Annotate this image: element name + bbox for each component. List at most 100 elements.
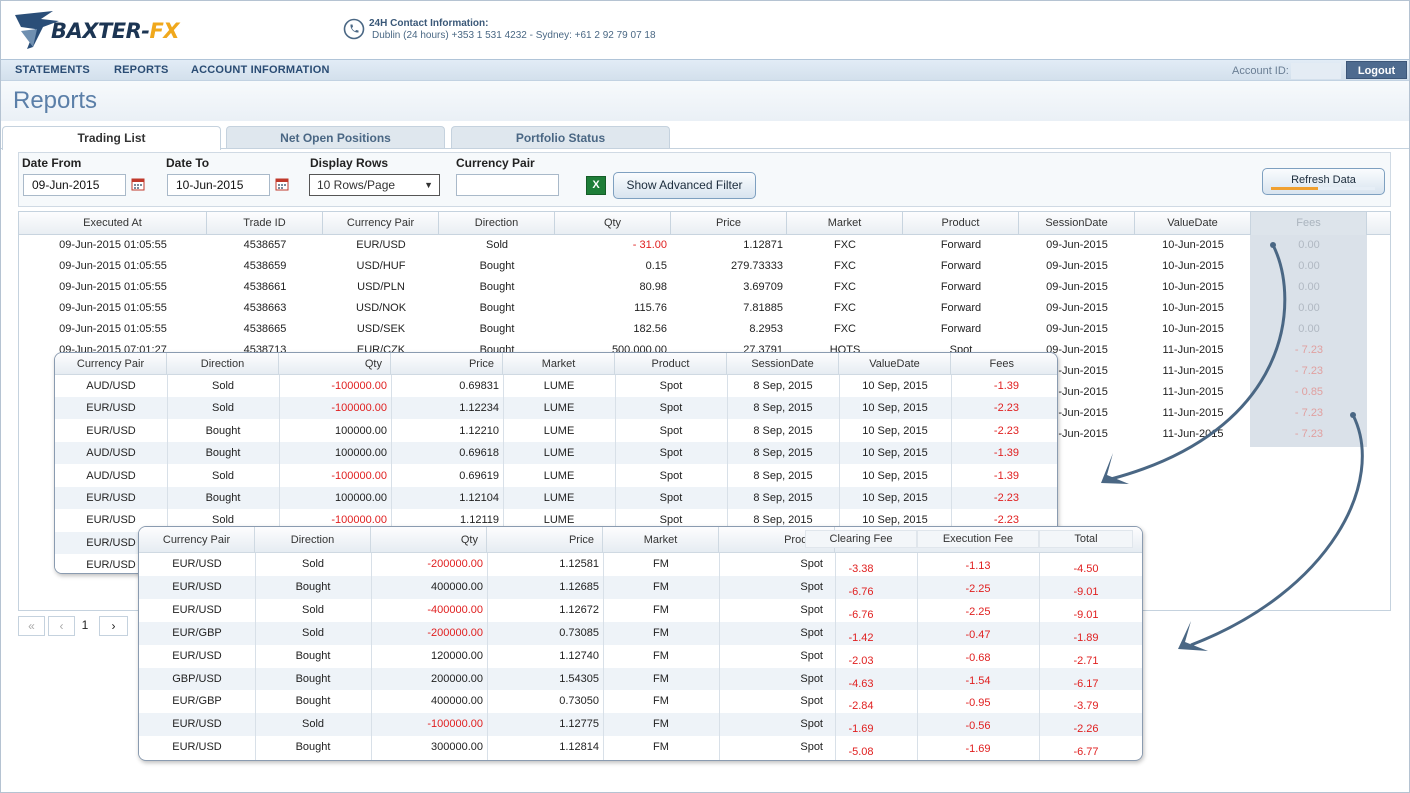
table-cell: - 7.23 xyxy=(1294,344,1324,356)
refresh-data-label: Refresh Data xyxy=(1291,174,1356,186)
table-cell: -2.26 xyxy=(1073,723,1099,736)
fees-detail-column-header[interactable]: ValueDate xyxy=(839,353,951,375)
table-cell: -1.69 xyxy=(965,743,991,756)
pager-page-number[interactable]: 1 xyxy=(81,618,89,632)
table-row[interactable]: 09-Jun-2015 01:05:55 4538665 USD/SEK Bought… xyxy=(19,319,1390,340)
display-rows-select[interactable]: 10 Rows/Page ▼ xyxy=(309,174,440,196)
table-row[interactable]: GBP/USD Bought 200000.00 1.54305 FM Spot -4.63… xyxy=(139,667,1142,691)
excel-export-icon[interactable]: X xyxy=(586,176,606,195)
currency-pair-input[interactable] xyxy=(456,174,559,196)
pager-first-button[interactable]: « xyxy=(18,616,45,636)
fees-detail-column-header[interactable]: Fees xyxy=(951,353,1057,375)
table-row[interactable]: 09-Jun-2015 01:05:55 4538663 USD/NOK Bought… xyxy=(19,298,1390,319)
table-row[interactable]: EUR/USD Sold -100000.00 1.12234 LUME Spot 8 Se… xyxy=(55,397,1057,420)
phone-icon xyxy=(343,18,365,40)
display-rows-label: Display Rows xyxy=(310,156,389,170)
table-row[interactable]: EUR/USD Bought 120000.00 1.12740 FM Spot -2.03… xyxy=(139,644,1142,668)
table-cell: 10-Jun-2015 xyxy=(1162,323,1224,335)
table-cell: 200000.00 xyxy=(431,672,483,685)
fee-breakdown-column-header[interactable]: Direction xyxy=(255,527,371,553)
date-from-input[interactable]: 09-Jun-2015 xyxy=(23,174,126,196)
trades-column-header[interactable]: Price xyxy=(671,212,787,235)
table-row[interactable]: EUR/USD Sold -100000.00 1.12119 LUME Spot 8 Se… xyxy=(55,509,1057,532)
fee-breakdown-column-header[interactable]: Qty xyxy=(371,527,487,553)
table-cell: Spot xyxy=(800,649,823,662)
trades-column-header[interactable]: Direction xyxy=(439,212,555,235)
table-row[interactable]: 09-Jun-2015 01:05:55 4538659 USD/HUF Bought… xyxy=(19,256,1390,277)
table-cell: 09-Jun-2015 xyxy=(1046,239,1108,251)
pager-prev-button[interactable]: ‹ xyxy=(48,616,75,636)
fees-detail-column-header[interactable]: SessionDate xyxy=(727,353,839,375)
fees-detail-column-header[interactable]: Qty xyxy=(279,353,391,375)
tab-portfolio-status[interactable]: Portfolio Status xyxy=(451,126,670,148)
fees-detail-column-header[interactable]: Market xyxy=(503,353,615,375)
nav-reports[interactable]: REPORTS xyxy=(114,64,169,76)
table-cell: - 7.23 xyxy=(1294,407,1324,419)
table-cell: Spot xyxy=(800,626,823,639)
table-cell: EUR/USD xyxy=(172,718,222,731)
table-cell: -9.01 xyxy=(1073,585,1099,598)
table-cell: 09-Jun-2015 xyxy=(1046,344,1108,356)
nav-statements[interactable]: STATEMENTS xyxy=(15,64,90,76)
contact-detail: Dublin (24 hours) +353 1 531 4232 - Sydn… xyxy=(372,30,656,41)
trades-column-header[interactable]: Trade ID xyxy=(207,212,323,235)
table-cell: Bought xyxy=(295,649,331,662)
table-cell: 4538661 xyxy=(243,281,287,293)
table-cell: Sold xyxy=(301,558,325,570)
table-row[interactable]: EUR/USD Bought 100000.00 1.12210 LUME Spot 8 S… xyxy=(55,419,1057,442)
fee-breakdown-column-header[interactable]: Market xyxy=(603,527,719,553)
refresh-data-button[interactable]: Refresh Data xyxy=(1262,168,1385,195)
trades-column-header[interactable]: ValueDate xyxy=(1135,212,1251,235)
table-cell: Spot xyxy=(659,402,683,415)
fees-detail-column-header[interactable]: Direction xyxy=(167,353,279,375)
trades-column-header[interactable]: Currency Pair xyxy=(323,212,439,235)
fee-breakdown-column-header[interactable]: Total xyxy=(1039,530,1133,548)
table-cell: - 31.00 xyxy=(632,239,667,251)
table-row[interactable]: EUR/GBP Sold -200000.00 0.73085 FM Spot -1.42 -… xyxy=(139,621,1142,645)
fees-detail-column-header[interactable]: Currency Pair xyxy=(55,353,167,375)
nav-account-information[interactable]: ACCOUNT INFORMATION xyxy=(191,64,330,76)
fee-breakdown-column-header[interactable]: Price xyxy=(487,527,603,553)
logo[interactable]: BAXTER-FX xyxy=(13,9,183,53)
fees-detail-column-header[interactable]: Price xyxy=(391,353,503,375)
date-to-input[interactable]: 10-Jun-2015 xyxy=(167,174,270,196)
trades-column-header[interactable]: Qty xyxy=(555,212,671,235)
table-row[interactable]: EUR/USD Sold -100000.00 1.12775 FM Spot -1.69 -… xyxy=(139,713,1142,737)
fee-breakdown-column-header[interactable]: Execution Fee xyxy=(917,530,1039,548)
fee-breakdown-column-header[interactable]: Clearing Fee xyxy=(805,530,917,548)
calendar-icon[interactable] xyxy=(131,177,145,191)
fees-detail-column-header[interactable]: Product xyxy=(615,353,727,375)
display-rows-value: 10 Rows/Page xyxy=(317,178,396,192)
table-row[interactable]: EUR/USD Bought 100000.00 1.12104 LUME Spot 8 S… xyxy=(55,487,1057,509)
table-row[interactable]: AUD/USD Sold -100000.00 0.69831 LUME Spot 8 Se… xyxy=(55,375,1057,397)
fee-breakdown-column-header[interactable]: Currency Pair xyxy=(139,527,255,553)
trades-column-header[interactable]: Market xyxy=(787,212,903,235)
table-row[interactable]: EUR/USD Sold -200000.00 1.12581 FM Spot -3.38 -… xyxy=(139,553,1142,576)
table-cell: - 7.23 xyxy=(1294,365,1324,377)
column-divider xyxy=(727,375,728,573)
table-row[interactable]: EUR/USD Bought 300000.00 1.12814 FM Spot -5.08… xyxy=(139,736,1142,760)
tab-net-open-positions[interactable]: Net Open Positions xyxy=(226,126,445,148)
table-row[interactable]: AUD/USD Bought 100000.00 0.69618 LUME Spot 8 S… xyxy=(55,442,1057,465)
table-row[interactable]: AUD/USD Sold -100000.00 0.69619 LUME Spot 8 Se… xyxy=(55,464,1057,487)
table-cell: USD/HUF xyxy=(356,260,406,272)
table-row[interactable]: EUR/GBP Bought 400000.00 0.73050 FM Spot -2.84… xyxy=(139,690,1142,714)
trades-column-header[interactable]: Product xyxy=(903,212,1019,235)
table-cell: -4.50 xyxy=(1073,563,1099,575)
calendar-icon[interactable] xyxy=(275,177,289,191)
logout-button[interactable]: Logout xyxy=(1346,61,1407,79)
show-advanced-filter-button[interactable]: Show Advanced Filter xyxy=(613,172,756,199)
table-row[interactable]: EUR/USD Sold -400000.00 1.12672 FM Spot -6.76 -… xyxy=(139,598,1142,622)
tab-trading-list[interactable]: Trading List xyxy=(2,126,221,150)
table-row[interactable]: 09-Jun-2015 01:05:55 4538657 EUR/USD Sold - … xyxy=(19,235,1390,256)
table-cell: 0.69831 xyxy=(459,380,499,392)
fees-detail-header: Currency Pair Direction Qty Price Market Prod… xyxy=(55,353,1057,375)
table-row[interactable]: EUR/USD Bought 400000.00 1.12685 FM Spot -6.76… xyxy=(139,575,1142,599)
trades-column-header[interactable]: Fees xyxy=(1251,212,1367,235)
table-row[interactable]: 09-Jun-2015 01:05:55 4538661 USD/PLN Bought… xyxy=(19,277,1390,298)
pager-next-button[interactable]: › xyxy=(99,616,128,636)
trades-column-header[interactable]: SessionDate xyxy=(1019,212,1135,235)
table-cell: Sold xyxy=(485,239,509,251)
trades-column-header[interactable]: Executed At xyxy=(19,212,207,235)
table-cell: USD/NOK xyxy=(355,302,407,314)
